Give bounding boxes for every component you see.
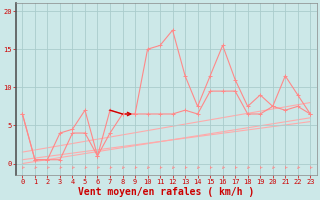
X-axis label: Vent moyen/en rafales ( km/h ): Vent moyen/en rafales ( km/h ) [78, 187, 254, 197]
